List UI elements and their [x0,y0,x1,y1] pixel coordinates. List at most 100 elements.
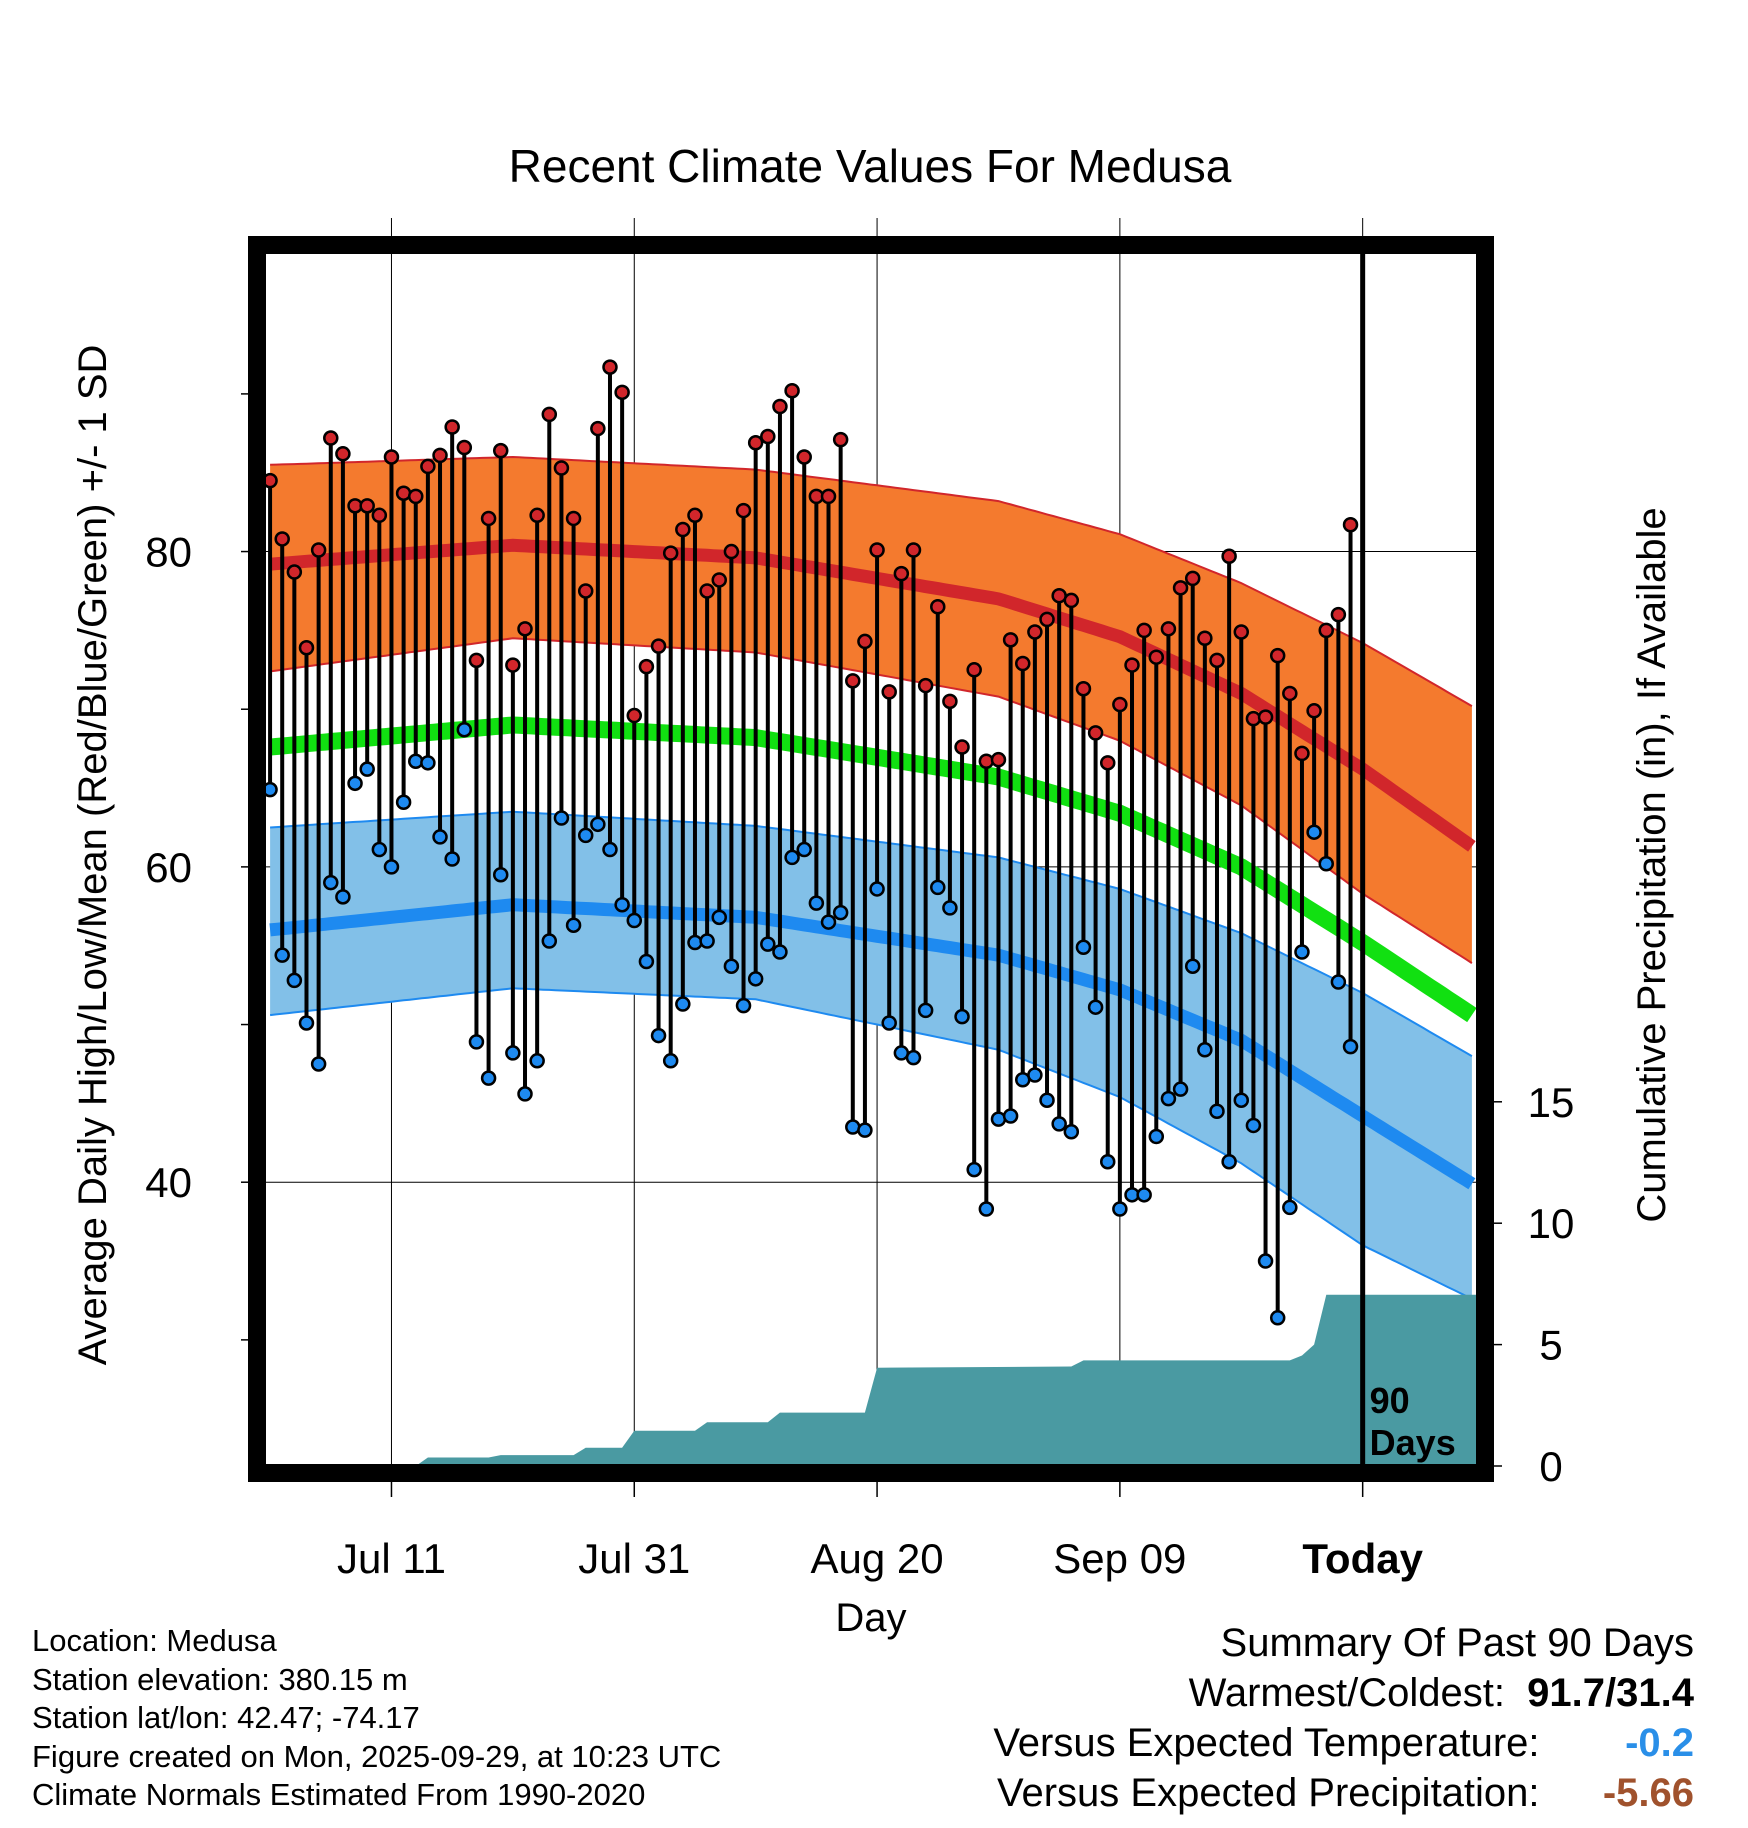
daily-high-marker [978,753,995,769]
daily-low-marker [796,841,812,858]
normal-bands [269,455,1477,1300]
daily-low-marker [359,761,375,777]
window-days-label: Days [1370,1422,1456,1463]
daily-high-marker [614,384,630,401]
temp-departure-label: Versus Expected Temperature: [993,1721,1540,1765]
precip-axis-ticks: 0 5 10 15 [1487,1079,1574,1490]
daily-low-marker [1051,1116,1067,1132]
daily-high-marker [480,510,497,527]
x-tick-label: Jul 31 [578,1535,690,1582]
daily-low-marker [590,816,606,833]
normal-low-lower-edge [269,987,1473,1300]
daily-high-marker [832,431,849,448]
daily-high-marker [371,507,388,524]
normal-low-sd-band [270,811,1472,1299]
daily-low-marker [1330,974,1347,990]
warmest-coldest-value: 91.7/31.4 [1527,1671,1694,1715]
daily-high-marker [966,662,982,678]
daily-high-marker [1318,622,1334,639]
daily-high-marker [1257,709,1274,725]
daily-high-marker [747,435,764,451]
daily-range-stems [268,367,1353,1318]
daily-low-marker [626,912,643,929]
daily-low-marker [1282,1199,1298,1216]
daily-high-marker [408,488,424,505]
daily-high-marker [274,531,290,547]
daily-low-marker [1221,1153,1237,1170]
daily-low-marker [699,933,715,949]
daily-low-marker [1342,1038,1359,1055]
daily-low-marker [505,1045,521,1061]
daily-high-marker [893,565,910,582]
daily-high-marker [383,449,400,465]
daily-low-marker [1269,1310,1286,1326]
normals-text: Climate Normals Estimated From 1990-2020 [32,1777,646,1812]
daily-low-marker [541,933,558,949]
daily-low-marker [395,794,412,810]
daily-low-marker [1172,1081,1189,1097]
daily-high-marker [1015,655,1031,672]
daily-low-marker [723,958,740,974]
normal-high-lower-edge [269,637,1473,964]
daily-high-marker [1112,696,1128,713]
y-axis-label: Average Daily High/Low/Mean (Red/Blue/Gr… [71,345,115,1366]
daily-low-marker [760,936,776,952]
daily-low-marker [565,917,582,933]
x-tick-label: Today [1302,1535,1423,1582]
daily-high-marker [1099,755,1116,771]
summary-heading: Summary Of Past 90 Days [1220,1621,1694,1665]
daily-high-marker [796,449,812,465]
precip-tick-label: 10 [1528,1200,1575,1247]
daily-high-marker [323,430,339,446]
latlon-text: Station lat/lon: 42.47; -74.17 [32,1700,420,1735]
daily-high-marker [1039,611,1055,628]
daily-high-marker [990,751,1007,768]
daily-low-marker [408,753,424,769]
daily-high-marker [1209,652,1225,669]
x-tick-label: Jul 11 [337,1535,446,1582]
daily-low-marker [456,721,473,738]
daily-low-marker [1209,1103,1225,1120]
daily-high-marker [420,458,436,475]
daily-high-marker [857,633,873,650]
daily-low-marker [857,1122,873,1138]
daily-low-marker [638,953,655,970]
precip-tick-label: 5 [1539,1322,1562,1369]
y-tick-label: 40 [145,1159,192,1206]
daily-high-marker [1221,548,1237,565]
daily-low-marker [1294,944,1310,960]
daily-high-marker [1184,570,1201,587]
daily-high-marker [699,583,715,599]
daily-high-marker [1197,630,1213,647]
daily-low-marker [808,895,825,911]
daily-high-marker [1342,517,1359,533]
daily-low-marker [954,1008,970,1025]
daily-low-marker [1027,1067,1043,1083]
x-tick-label: Sep 09 [1053,1535,1186,1582]
daily-low-marker [602,841,618,858]
daily-high-marker [1172,580,1189,596]
daily-high-marker [784,382,800,399]
daily-high-marker [565,510,582,527]
normal-high-sd-band [270,457,1472,964]
daily-low-marker [675,996,691,1012]
created-text: Figure created on Mon, 2025-09-29, at 10… [32,1738,722,1774]
daily-high-marker [492,442,509,459]
daily-low-marker [1197,1042,1213,1058]
daily-high-marker [1282,685,1298,702]
x-axis-ticks: Jul 11 Jul 31 Aug 20 Sep 09 Today [337,1482,1424,1582]
x-tick-label: Aug 20 [811,1535,944,1582]
daily-high-marker [723,543,740,560]
daily-high-marker [432,447,448,464]
precip-departure-value: -5.66 [1602,1771,1694,1815]
daily-high-marker [1306,703,1322,719]
daily-low-marker [347,775,363,792]
plot-frame [248,236,1494,1482]
daily-low-marker [869,881,885,897]
daily-high-marker [286,564,303,580]
daily-low-marker [942,900,958,916]
daily-low-marker [832,904,849,921]
normal-low-line [269,898,1476,1190]
station-info: Location: Medusa Station elevation: 380.… [32,1622,721,1815]
